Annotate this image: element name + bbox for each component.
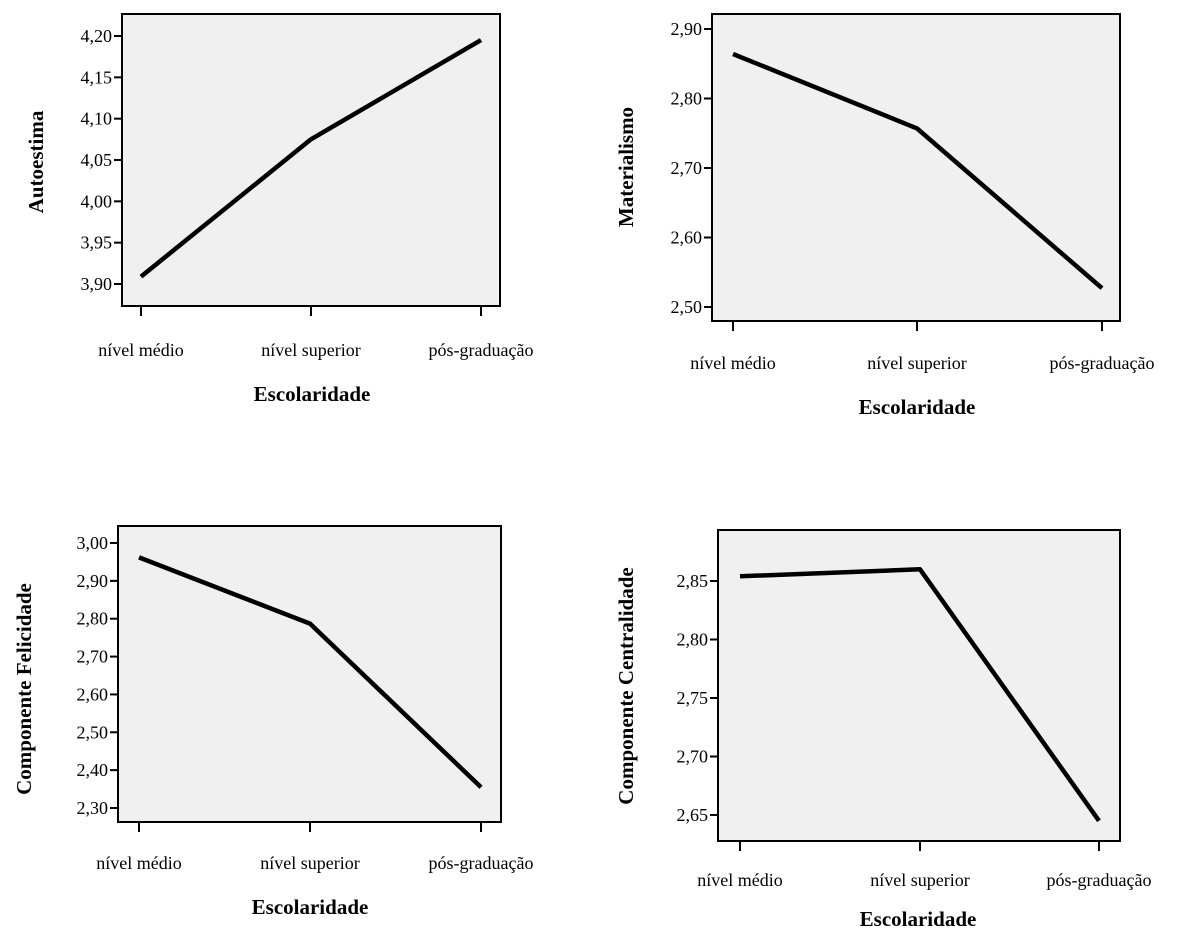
series-line [138, 555, 483, 789]
x-axis-title: Escolaridade [252, 895, 369, 919]
y-tick-label: 2,65 [677, 805, 709, 825]
x-axis-title: Escolaridade [254, 382, 371, 406]
x-tick-label: nível médio [96, 853, 181, 873]
x-tick-label: pós-graduação [1050, 353, 1155, 373]
y-axis-title: Componente Centralidade [614, 567, 638, 804]
x-tick-label: nível médio [690, 353, 775, 373]
x-tick-label: nível médio [98, 340, 183, 360]
y-tick-label: 2,90 [77, 571, 109, 591]
y-tick-label: 2,70 [77, 647, 109, 667]
y-tick-label: 2,80 [77, 609, 109, 629]
y-tick-label: 2,70 [671, 158, 703, 178]
x-tick-label: pós-graduação [429, 853, 534, 873]
x-tick-label: nível superior [867, 353, 966, 373]
chart-panel-componente-centralidade: 2,65 2,70 2,75 2,80 2,85 nível médio nível sup… [614, 529, 1152, 931]
x-axis-title: Escolaridade [859, 395, 976, 419]
y-axis-title: Componente Felicidade [12, 583, 36, 795]
series-line [732, 51, 1104, 290]
y-tick-label: 2,75 [677, 688, 709, 708]
y-tick-label: 4,15 [81, 67, 113, 87]
chart-panel-componente-felicidade: 2,30 2,40 2,50 2,60 2,70 2,80 2,90 3,00 nível mé… [12, 525, 534, 919]
series-line [139, 38, 483, 279]
y-tick-label: 2,50 [77, 722, 109, 742]
y-tick-label: 4,10 [81, 109, 113, 129]
y-tick-label: 2,60 [671, 228, 703, 248]
y-tick-label: 2,90 [671, 19, 703, 39]
x-axis-title: Escolaridade [860, 907, 977, 931]
x-tick-label: pós-graduação [429, 340, 534, 360]
y-tick-label: 2,85 [677, 571, 709, 591]
x-tick-label: nível superior [261, 340, 360, 360]
y-tick-label: 2,30 [77, 798, 109, 818]
series-line [739, 567, 1101, 823]
y-tick-label: 2,70 [677, 747, 709, 767]
y-tick-label: 4,00 [81, 191, 113, 211]
y-tick-label: 3,95 [81, 233, 113, 253]
chart-panel-materialismo: 2,50 2,60 2,70 2,80 2,90 nível médio nível sup… [614, 13, 1155, 419]
y-tick-label: 3,90 [81, 274, 113, 294]
y-tick-label: 2,50 [671, 297, 703, 317]
y-tick-label: 2,80 [677, 630, 709, 650]
y-tick-label: 2,60 [77, 684, 109, 704]
x-tick-label: pós-graduação [1047, 870, 1152, 890]
x-tick-label: nível superior [260, 853, 359, 873]
y-tick-label: 2,40 [77, 760, 109, 780]
y-tick-label: 4,05 [81, 150, 113, 170]
y-tick-label: 2,80 [671, 89, 703, 109]
x-tick-label: nível superior [870, 870, 969, 890]
plot-area [121, 13, 501, 307]
chart-panel-autoestima: 3,90 3,95 4,00 4,05 4,10 4,15 4,20 nível médio n… [24, 13, 534, 406]
plot-area [717, 529, 1121, 842]
y-tick-label: 3,00 [77, 533, 109, 553]
y-tick-label: 4,20 [81, 26, 113, 46]
plot-area [711, 13, 1121, 322]
x-tick-label: nível médio [697, 870, 782, 890]
y-axis-title: Materialismo [614, 107, 638, 227]
y-axis-title: Autoestima [24, 110, 48, 213]
